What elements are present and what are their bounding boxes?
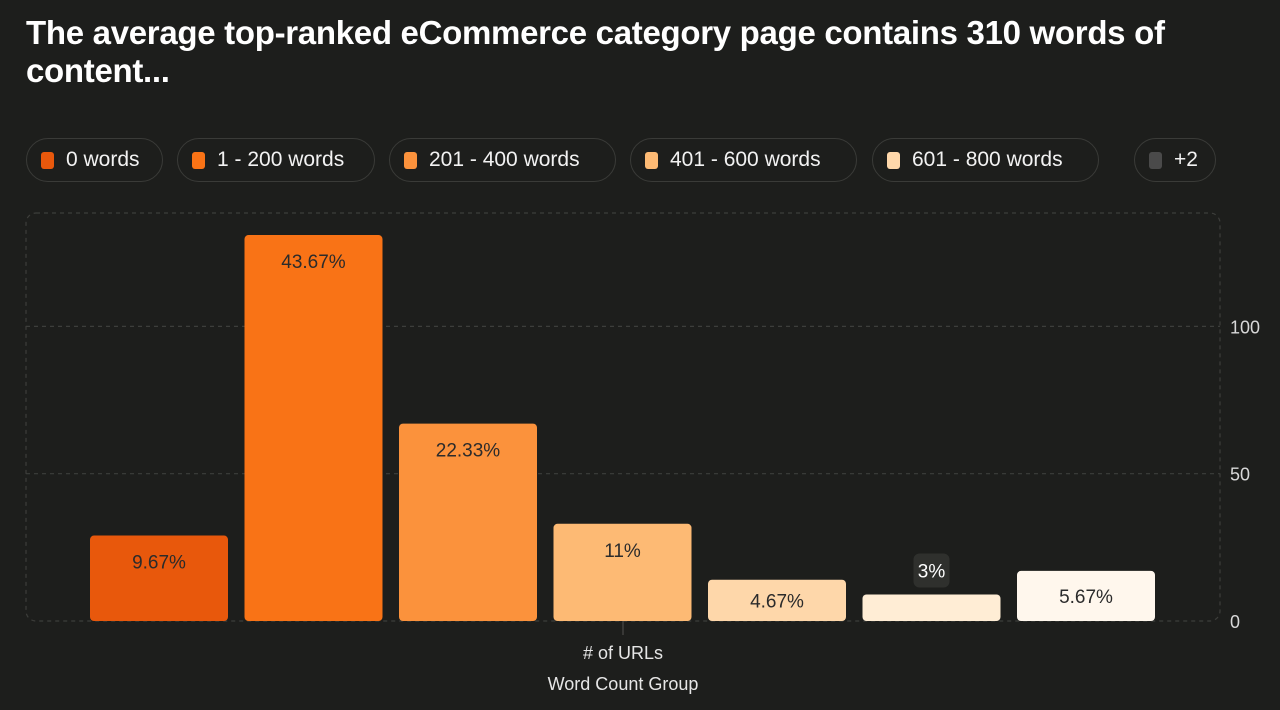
legend-label: 401 - 600 words: [670, 148, 821, 171]
legend-label: 601 - 800 words: [912, 148, 1063, 171]
data-label: 5.67%: [1059, 587, 1113, 608]
bar: [244, 235, 383, 622]
legend-item[interactable]: 401 - 600 words: [630, 138, 857, 182]
y-tick-label: 50: [1230, 465, 1250, 485]
y-tick-label: 0: [1230, 612, 1240, 632]
legend-swatch: [1149, 151, 1162, 169]
y-axis-label: # of URLs: [583, 643, 663, 663]
chart-title: The average top-ranked eCommerce categor…: [26, 14, 1165, 89]
x-axis-label: Word Count Group: [548, 674, 699, 694]
legend-item[interactable]: 201 - 400 words: [389, 138, 616, 182]
legend-swatch: [645, 151, 658, 169]
legend-swatch: [41, 151, 54, 169]
data-label: 11%: [604, 541, 641, 562]
data-label: 4.67%: [750, 591, 804, 612]
bar: [399, 423, 537, 621]
data-label: 22.33%: [436, 441, 501, 462]
y-tick-label: 100: [1230, 317, 1260, 337]
data-label: 3%: [918, 561, 946, 582]
chart-legend: 0 words 1 - 200 words 201 - 400 words 401 -…: [26, 138, 1256, 184]
legend-item[interactable]: 0 words: [26, 138, 163, 182]
legend-label: +2: [1174, 148, 1198, 171]
legend-swatch: [404, 151, 417, 169]
legend-item[interactable]: +2: [1134, 138, 1216, 182]
legend-label: 0 words: [66, 148, 140, 171]
legend-label: 201 - 400 words: [429, 148, 580, 171]
bar: [708, 579, 846, 621]
bar: [862, 594, 1001, 621]
plot-frame: [25, 212, 1221, 622]
legend-label: 1 - 200 words: [217, 148, 345, 171]
bar: [1017, 570, 1155, 621]
legend-item[interactable]: 601 - 800 words: [872, 138, 1099, 182]
data-label-badge: [913, 553, 950, 588]
legend-item[interactable]: 1 - 200 words: [177, 138, 375, 182]
legend-swatch: [192, 151, 205, 169]
legend-swatch: [887, 151, 900, 169]
bar: [90, 535, 228, 621]
bar: [553, 523, 692, 621]
data-label: 9.67%: [132, 553, 186, 574]
data-label: 43.67%: [281, 252, 346, 273]
